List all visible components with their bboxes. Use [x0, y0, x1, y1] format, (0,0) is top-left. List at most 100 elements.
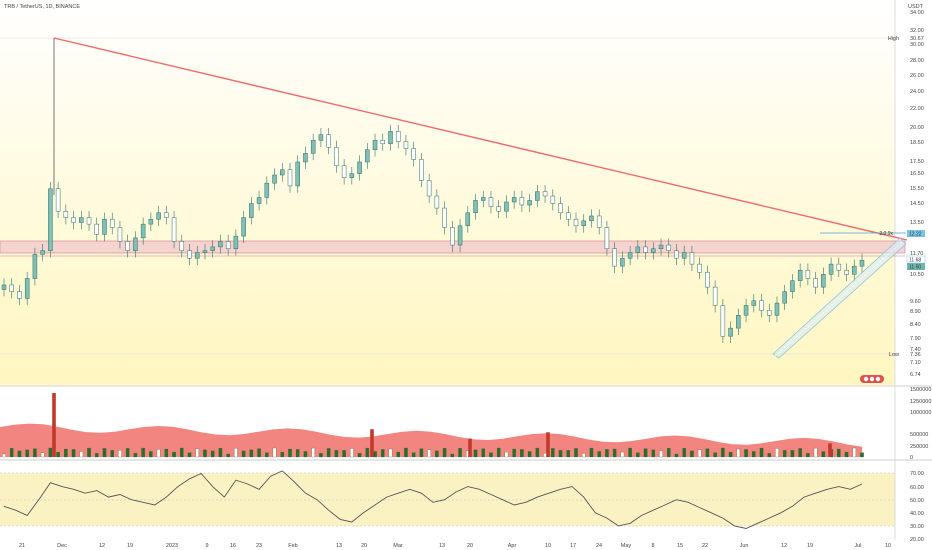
volume-tick: 1250000 — [910, 399, 931, 405]
volume-bar — [265, 452, 269, 458]
candle-body — [689, 252, 695, 265]
volume-bar — [713, 452, 717, 458]
volume-bar — [79, 451, 84, 458]
candle-body — [395, 131, 401, 142]
volume-bar — [782, 450, 787, 458]
candle-body — [310, 140, 316, 154]
volume-spike — [370, 429, 374, 457]
price-tick: 18.50 — [910, 140, 924, 146]
volume-bar — [705, 448, 710, 458]
price-tick: 10.50 — [910, 272, 924, 278]
candle-body — [720, 305, 726, 337]
candle-body — [681, 252, 687, 259]
candle-body — [635, 246, 641, 253]
volume-bar — [697, 449, 702, 458]
volume-spike — [828, 443, 832, 457]
time-tick: 2023 — [166, 543, 178, 549]
time-tick: 15 — [677, 543, 683, 549]
candle-body — [411, 148, 416, 160]
time-tick: Dec — [57, 543, 67, 549]
volume-bar — [56, 451, 60, 458]
candle-body — [651, 248, 656, 253]
volume-bar — [728, 451, 733, 458]
candle-body — [728, 327, 733, 337]
time-axis[interactable]: 21 Dec 12 19 2023 9 16 23 Feb 13 20 Mar 13 20 Apr 10 17 2… — [19, 543, 891, 549]
volume-bar — [118, 450, 122, 458]
time-tick: Feb — [288, 543, 297, 549]
candle-body — [272, 174, 277, 184]
volume-bar — [350, 448, 354, 458]
price-tick: 7.90 — [910, 336, 921, 342]
candle-body — [241, 217, 246, 237]
volume-bar — [64, 448, 68, 458]
volume-tick: 1000000 — [910, 410, 931, 416]
price-tick: 32.00 — [910, 28, 924, 34]
volume-bar — [295, 449, 300, 458]
volume-bar — [605, 449, 609, 458]
volume-bar — [419, 448, 424, 458]
time-tick: Jul — [854, 543, 861, 549]
volume-bar — [288, 448, 292, 458]
volume-bar — [752, 451, 756, 458]
volume-bar — [736, 448, 741, 458]
time-tick: 10 — [545, 543, 551, 549]
candle-body — [341, 165, 347, 178]
time-tick: 16 — [230, 543, 236, 549]
candlestick-series — [1, 124, 865, 344]
candle-body — [133, 237, 138, 251]
volume-bar — [210, 450, 215, 458]
volume-bar — [682, 448, 686, 458]
target-annotation: 2.0.9x — [879, 231, 893, 237]
price-axis[interactable]: 34.00 32.00 30.00 28.00 26.00 24.00 22.00 20.00… — [910, 10, 924, 378]
volume-axis[interactable]: 1500000 1250000 1000000 500000 250000 0 — [910, 387, 931, 461]
volume-bar — [48, 447, 53, 458]
candle-body — [589, 215, 594, 222]
volume-bar — [721, 447, 725, 458]
volume-bar — [102, 448, 107, 458]
rsi-axis[interactable]: 70.00 60.00 50.00 40.00 30.00 20.00 — [910, 471, 924, 543]
candle-body — [79, 217, 84, 223]
price-tick: 20.00 — [910, 125, 924, 131]
volume-bar — [612, 448, 617, 458]
candle-body — [836, 263, 842, 271]
time-tick: 24 — [596, 543, 602, 549]
candle-body — [643, 246, 648, 253]
time-tick: 21 — [19, 543, 25, 549]
volume-tick: 0 — [910, 455, 913, 461]
candle-body — [125, 241, 130, 251]
candle-body — [403, 141, 409, 149]
volume-bar — [628, 447, 632, 458]
volume-bar — [71, 449, 76, 458]
volume-bar — [280, 451, 285, 458]
candle-body — [519, 197, 525, 206]
price-tick: 9.60 — [910, 299, 921, 305]
candle-body — [419, 159, 424, 181]
volume-bar — [203, 449, 207, 458]
volume-bar — [790, 450, 795, 458]
candle-body — [705, 271, 710, 288]
candle-body — [179, 241, 185, 251]
candle-body — [774, 302, 780, 316]
time-tick: Apr — [508, 543, 517, 549]
volume-bar — [535, 447, 540, 458]
price-tick: 34.00 — [910, 10, 924, 16]
candle-body — [805, 269, 811, 279]
time-tick: 13 — [336, 543, 342, 549]
candle-body — [365, 149, 370, 163]
volume-spike — [546, 432, 550, 457]
candle-body — [542, 191, 548, 197]
volume-bar — [326, 448, 331, 458]
candle-body — [249, 203, 254, 218]
candle-body — [94, 223, 100, 235]
volume-series — [0, 393, 864, 458]
candle-body — [828, 263, 834, 275]
volume-bar — [504, 451, 509, 458]
candle-body — [712, 286, 718, 306]
rsi-tick: 20.00 — [910, 537, 924, 543]
candle-body — [488, 197, 494, 207]
price-tick: 16.50 — [910, 171, 924, 177]
candle-body — [511, 197, 517, 203]
candle-body — [164, 212, 169, 218]
